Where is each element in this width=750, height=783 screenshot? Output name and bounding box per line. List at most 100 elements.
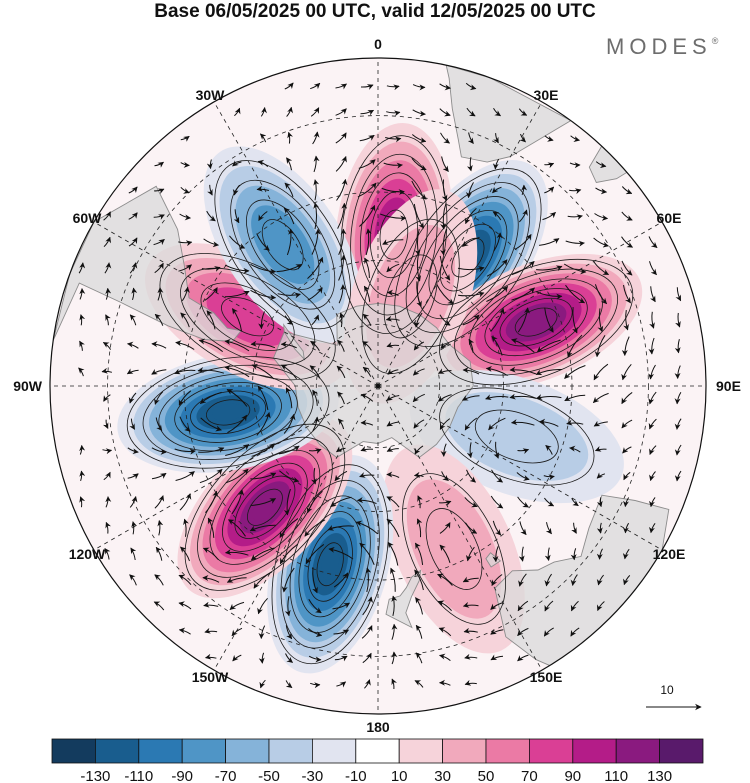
- longitude-label: 60E: [657, 210, 682, 226]
- contour-line: [234, 475, 296, 539]
- wind-vector-arrow: [180, 161, 190, 168]
- longitude-label: 90W: [13, 378, 43, 394]
- wind-vector-arrow: [536, 394, 562, 400]
- wind-vector-arrow: [310, 682, 321, 689]
- wind-vector-arrow: [250, 289, 277, 301]
- wind-vector-arrow: [225, 444, 250, 456]
- wind-vector-arrow: [311, 228, 321, 255]
- wind-vector-arrow: [386, 471, 400, 478]
- wind-vector-arrow: [413, 341, 425, 351]
- wind-vector-arrow: [387, 541, 399, 566]
- wind-vector-arrow: [199, 468, 223, 484]
- wind-vector-arrow: [621, 260, 633, 276]
- colorbar-box: [51, 738, 96, 764]
- wind-vector-arrow: [151, 341, 167, 349]
- wind-vector-arrow: [256, 412, 271, 436]
- wind-vector-arrow: [129, 262, 138, 274]
- wind-vector-arrow: [569, 162, 581, 169]
- map-border: [49, 57, 707, 715]
- wind-vector-arrow: [180, 135, 190, 142]
- wind-vector-arrow: [257, 159, 269, 167]
- colorbar-label: 110: [604, 768, 628, 783]
- colorbar-labels: -130 -110 -90 -70 -50 -30 -10 10 30 50 70 90 110 130: [80, 768, 672, 783]
- wind-vector-arrow: [178, 390, 192, 406]
- wind-vector-arrow: [361, 625, 373, 639]
- wind-vector-arrow: [130, 547, 137, 561]
- wind-vector-arrow: [544, 135, 554, 142]
- wind-vector-arrow: [412, 84, 426, 91]
- wind-vector-arrow: [569, 188, 582, 195]
- wind-vector-arrow: [674, 470, 682, 482]
- wind-vector-arrow: [570, 548, 577, 561]
- wind-vector-arrow: [521, 184, 528, 195]
- wind-vector-arrow: [592, 392, 609, 404]
- wind-vector-arrow: [493, 133, 499, 144]
- longitude-label: 150W: [192, 669, 229, 685]
- south-pole-point: [375, 383, 381, 389]
- wind-vector-arrow: [518, 108, 528, 116]
- wind-vector-arrow: [594, 284, 608, 305]
- wind-vector-arrow: [674, 391, 682, 405]
- contour-line: [180, 267, 316, 366]
- wind-vector-arrow: [308, 655, 322, 663]
- colorbar-box: [572, 738, 617, 764]
- wind-vector-arrow: [104, 548, 111, 560]
- colorbar-label: -70: [215, 768, 237, 783]
- wind-vector-arrow: [155, 417, 163, 431]
- wind-vector-arrow: [416, 518, 423, 538]
- wind-vector-arrow: [467, 132, 474, 144]
- wind-vector-arrow: [380, 213, 407, 222]
- anomaly-shade: [212, 403, 244, 422]
- contour-line: [221, 297, 275, 337]
- wind-vector-arrow: [464, 417, 478, 431]
- contour-line: [271, 464, 389, 665]
- wind-vector-arrow: [327, 525, 354, 531]
- wind-vector-arrow: [543, 497, 555, 507]
- wind-vector-arrow: [310, 107, 320, 117]
- wind-vector-arrow: [383, 162, 403, 169]
- wind-vector-arrow: [492, 186, 502, 194]
- wind-vector-arrow: [224, 290, 250, 298]
- contour-line: [484, 288, 588, 357]
- wind-vector-arrow: [154, 161, 164, 168]
- longitude-label: 60W: [73, 210, 103, 226]
- wind-vector-arrow: [387, 368, 399, 375]
- wind-vector-arrow: [468, 338, 475, 353]
- wind-vector-arrow: [622, 575, 631, 586]
- wind-vector-arrow: [178, 574, 192, 586]
- wind-vector-arrow: [335, 132, 347, 144]
- wind-vector-arrow: [465, 546, 475, 562]
- wind-vector-arrow: [312, 567, 318, 594]
- wind-vector-arrow: [572, 307, 578, 334]
- modes-logo: MODES®: [606, 34, 718, 60]
- wind-vector-arrow: [570, 627, 580, 637]
- wind-vector-arrow: [206, 159, 213, 170]
- wind-vector-arrow: [648, 364, 656, 380]
- wind-vector-arrow: [363, 285, 371, 302]
- wind-vector-arrow: [338, 284, 347, 304]
- wind-vector-arrow: [336, 446, 346, 453]
- wind-vector-arrow: [439, 228, 447, 256]
- colorbar-box: [95, 738, 140, 764]
- colorbar-box: [355, 738, 400, 764]
- wind-vector-arrow: [570, 135, 580, 142]
- wind-vector-arrow: [514, 234, 532, 250]
- wind-vector-arrow: [413, 203, 425, 229]
- wind-vector-arrow: [285, 625, 293, 640]
- wind-vector-arrow: [386, 446, 399, 452]
- wind-vector-arrow: [441, 156, 449, 172]
- colorbar-box: [615, 738, 661, 764]
- wind-vector-arrow: [545, 522, 552, 535]
- wind-vector-arrow: [179, 416, 191, 432]
- contour-group: [439, 387, 595, 486]
- wind-vector-arrow: [127, 447, 139, 455]
- wind-vector-arrow: [103, 471, 111, 481]
- colorbar-box: [485, 738, 530, 764]
- wind-vector-arrow: [488, 417, 506, 431]
- wind-vector-arrow: [225, 468, 249, 484]
- wind-vector-arrow: [621, 236, 634, 248]
- wind-vector-arrow: [360, 446, 374, 452]
- wind-vector-arrow: [570, 600, 579, 612]
- wind-vector-arrow: [462, 601, 479, 608]
- wind-vector-arrow: [437, 394, 452, 402]
